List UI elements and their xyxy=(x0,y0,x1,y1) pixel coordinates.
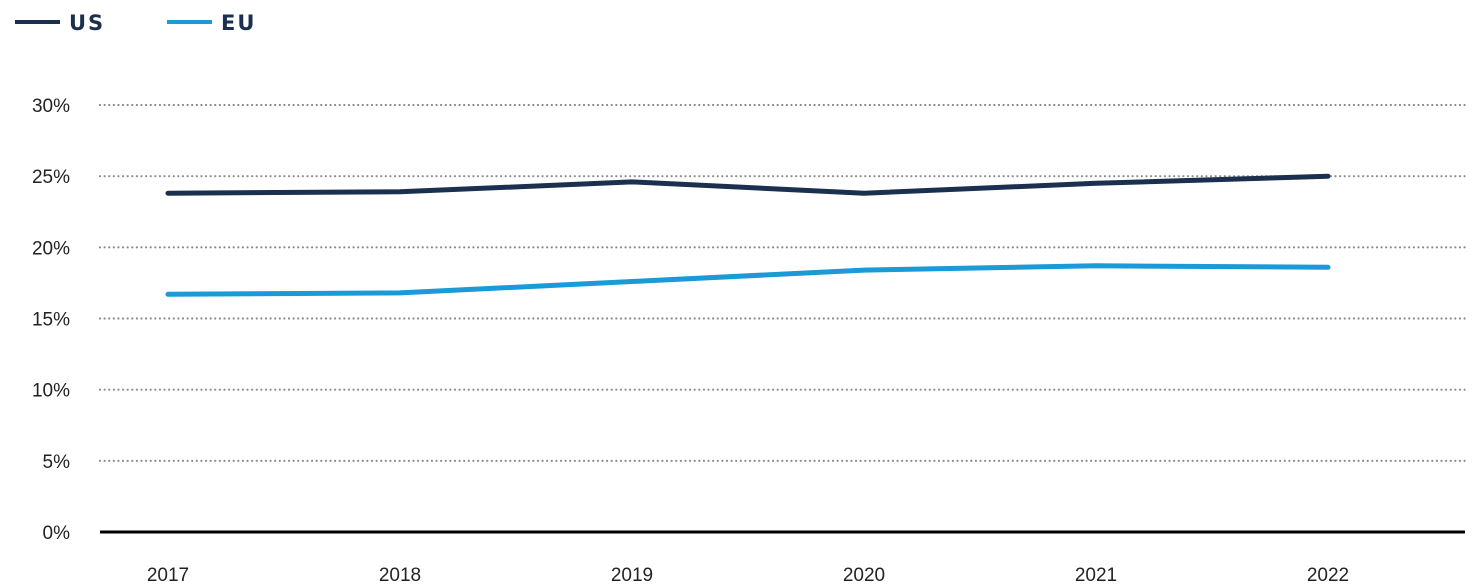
y-tick-label: 15% xyxy=(32,310,70,331)
x-tick-label: 2022 xyxy=(1307,565,1349,586)
x-axis: 2017 2018 2019 2020 2021 2022 xyxy=(147,565,1349,586)
x-tick-label: 2020 xyxy=(843,565,885,586)
gridlines xyxy=(98,103,1467,462)
y-tick-label: 0% xyxy=(43,523,71,544)
x-tick-label: 2021 xyxy=(1075,565,1117,586)
series-lines xyxy=(165,173,1331,297)
y-tick-label: 5% xyxy=(43,452,71,473)
y-axis: 0% 5% 10% 15% 20% 25% 30% xyxy=(32,96,70,544)
series-line-eu xyxy=(165,263,1331,297)
legend-item-eu: EU xyxy=(167,11,256,35)
series-line-us xyxy=(165,173,1331,196)
x-tick-label: 2018 xyxy=(379,565,421,586)
x-tick-label: 2019 xyxy=(611,565,653,586)
y-tick-label: 20% xyxy=(32,238,70,259)
x-tick-label: 2017 xyxy=(147,565,189,586)
legend-label-eu: EU xyxy=(221,11,256,35)
legend-label-us: US xyxy=(69,11,105,35)
legend: US EU xyxy=(15,11,256,35)
y-tick-label: 25% xyxy=(32,167,70,188)
legend-item-us: US xyxy=(15,11,105,35)
y-tick-label: 30% xyxy=(32,96,70,117)
y-tick-label: 10% xyxy=(32,381,70,402)
